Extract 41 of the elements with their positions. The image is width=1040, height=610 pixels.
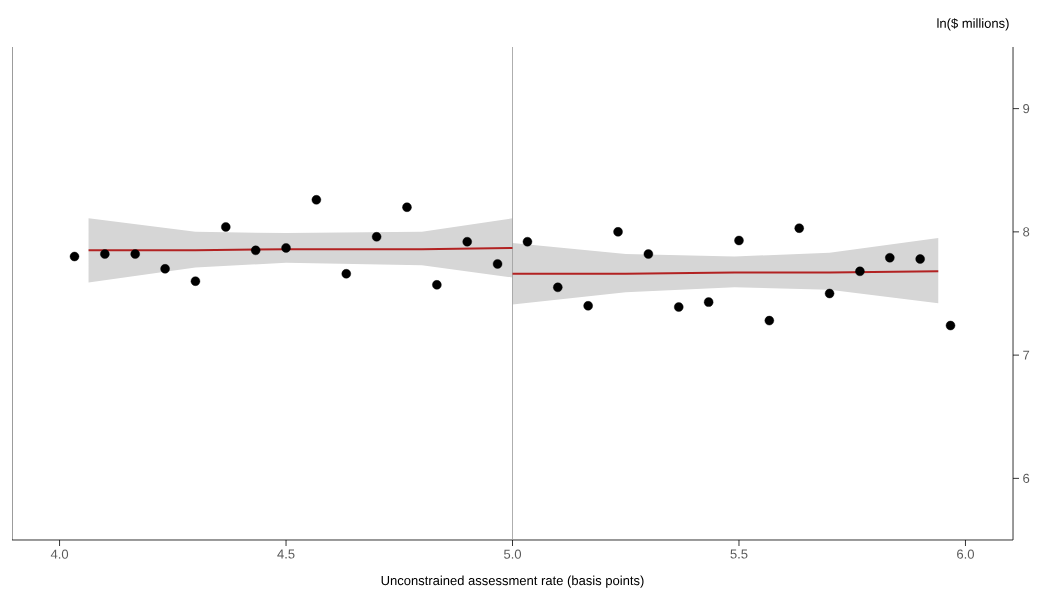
- x-tick-label: 4.0: [50, 549, 69, 559]
- y-tick-label: 7: [1023, 350, 1030, 360]
- point: [281, 243, 291, 253]
- point: [462, 237, 472, 247]
- point: [311, 195, 322, 205]
- point: [100, 249, 110, 259]
- point: [945, 320, 956, 331]
- point: [250, 245, 261, 256]
- point: [130, 249, 140, 259]
- x-tick-label: 4.5: [277, 549, 295, 559]
- point: [855, 266, 865, 277]
- point: [613, 227, 623, 237]
- y-tick-label: 6: [1023, 473, 1030, 483]
- point: [824, 288, 835, 299]
- point: [553, 282, 563, 293]
- point: [734, 235, 744, 246]
- point: [371, 232, 382, 242]
- x-tick-label: 5.5: [730, 549, 748, 559]
- point: [69, 251, 80, 262]
- y-tick-label: 9: [1023, 104, 1030, 114]
- x-tick-label: 5.0: [503, 549, 522, 559]
- point: [915, 254, 925, 264]
- point: [492, 259, 503, 269]
- point: [402, 202, 412, 212]
- point: [522, 237, 533, 247]
- point: [885, 253, 895, 263]
- x-tick-label: 6.0: [957, 549, 974, 559]
- point: [583, 301, 593, 311]
- point: [160, 264, 170, 274]
- point: [703, 297, 714, 307]
- point: [190, 276, 201, 286]
- x-axis-title: Unconstrained assessment rate (basis points): [381, 575, 644, 588]
- y-tick-label: 8: [1023, 227, 1030, 237]
- y-axis-title: ln($ millions): [937, 18, 1009, 31]
- point: [643, 249, 654, 259]
- point: [341, 269, 351, 279]
- point: [674, 302, 684, 312]
- point: [432, 280, 442, 290]
- point: [764, 315, 775, 326]
- point: [794, 223, 804, 233]
- point: [221, 222, 231, 232]
